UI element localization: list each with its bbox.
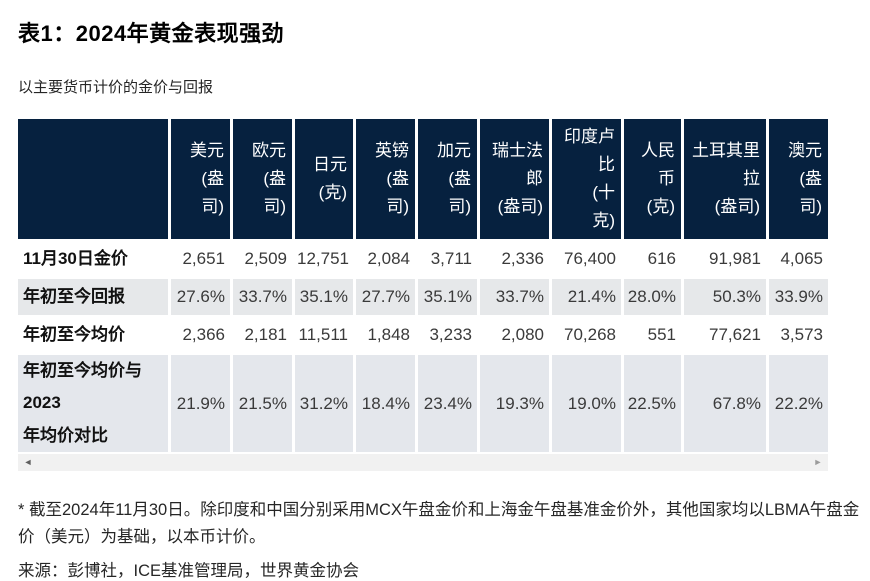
col-header-blank xyxy=(18,119,168,239)
table-row-ytd-return: 年初至今回报 27.6% 33.7% 35.1% 27.7% 35.1% 33.… xyxy=(18,277,828,315)
row-label: 11月30日金价 xyxy=(18,239,168,277)
cell: 77,621 xyxy=(681,315,766,353)
table-row-ytd-avg-vs-2023: 年初至今均价与 2023 年均价对比 21.9% 21.5% 31.2% 18.… xyxy=(18,353,828,452)
table-row-ytd-average: 年初至今均价 2,366 2,181 11,511 1,848 3,233 2,… xyxy=(18,315,828,353)
cell: 551 xyxy=(621,315,681,353)
col-header-jpy: 日元 (克) xyxy=(292,119,353,239)
cell: 1,848 xyxy=(353,315,415,353)
source-line: 来源：彭博社，ICE基准管理局，世界黄金协会 xyxy=(18,562,360,581)
cell: 27.6% xyxy=(168,277,230,315)
cell: 616 xyxy=(621,239,681,277)
cell: 33.7% xyxy=(477,277,549,315)
cell: 67.8% xyxy=(681,353,766,452)
cell: 4,065 xyxy=(766,239,828,277)
cell: 2,181 xyxy=(230,315,292,353)
cell: 27.7% xyxy=(353,277,415,315)
table-subtitle: 以主要货币计价的金价与回报 xyxy=(18,79,214,96)
col-header-eur: 欧元 (盎 司) xyxy=(230,119,292,239)
col-header-gbp: 英镑 (盎 司) xyxy=(353,119,415,239)
cell: 28.0% xyxy=(621,277,681,315)
cell: 2,509 xyxy=(230,239,292,277)
header-row: 美元 (盎 司) 欧元 (盎 司) 日元 (克) 英镑 (盎 司) 加元 (盎 … xyxy=(18,119,828,239)
cell: 50.3% xyxy=(681,277,766,315)
cell: 3,573 xyxy=(766,315,828,353)
row-label: 年初至今均价 xyxy=(18,315,168,353)
scroll-left-arrow-icon[interactable]: ◄ xyxy=(23,457,33,467)
cell: 31.2% xyxy=(292,353,353,452)
cell: 2,651 xyxy=(168,239,230,277)
cell: 19.3% xyxy=(477,353,549,452)
col-header-chf: 瑞士法 郎 (盎司) xyxy=(477,119,549,239)
cell: 2,084 xyxy=(353,239,415,277)
cell: 33.9% xyxy=(766,277,828,315)
col-header-usd: 美元 (盎 司) xyxy=(168,119,230,239)
cell: 22.2% xyxy=(766,353,828,452)
cell: 12,751 xyxy=(292,239,353,277)
cell: 22.5% xyxy=(621,353,681,452)
gold-performance-table: 美元 (盎 司) 欧元 (盎 司) 日元 (克) 英镑 (盎 司) 加元 (盎 … xyxy=(18,119,828,471)
table-row-price-nov30: 11月30日金价 2,651 2,509 12,751 2,084 3,711 … xyxy=(18,239,828,277)
cell: 70,268 xyxy=(549,315,621,353)
cell: 35.1% xyxy=(292,277,353,315)
cell: 76,400 xyxy=(549,239,621,277)
cell: 19.0% xyxy=(549,353,621,452)
col-header-inr: 印度卢 比 (十 克) xyxy=(549,119,621,239)
horizontal-scrollbar[interactable]: ◄ ► xyxy=(18,454,828,471)
scroll-right-arrow-icon[interactable]: ► xyxy=(813,457,823,467)
cell: 2,366 xyxy=(168,315,230,353)
row-label: 年初至今回报 xyxy=(18,277,168,315)
cell: 21.5% xyxy=(230,353,292,452)
cell: 23.4% xyxy=(415,353,477,452)
col-header-aud: 澳元 (盎 司) xyxy=(766,119,828,239)
cell: 21.4% xyxy=(549,277,621,315)
cell: 33.7% xyxy=(230,277,292,315)
cell: 18.4% xyxy=(353,353,415,452)
col-header-cad: 加元 (盎 司) xyxy=(415,119,477,239)
footnote: * 截至2024年11月30日。除印度和中国分别采用MCX午盘金价和上海金午盘基… xyxy=(18,501,860,546)
table-title: 表1：2024年黄金表现强劲 xyxy=(18,21,285,46)
cell: 2,336 xyxy=(477,239,549,277)
data-table: 美元 (盎 司) 欧元 (盎 司) 日元 (克) 英镑 (盎 司) 加元 (盎 … xyxy=(18,119,828,452)
cell: 91,981 xyxy=(681,239,766,277)
row-label: 年初至今均价与 2023 年均价对比 xyxy=(18,353,168,452)
cell: 35.1% xyxy=(415,277,477,315)
cell: 11,511 xyxy=(292,315,353,353)
cell: 3,233 xyxy=(415,315,477,353)
col-header-cny: 人民 币 (克) xyxy=(621,119,681,239)
cell: 3,711 xyxy=(415,239,477,277)
cell: 21.9% xyxy=(168,353,230,452)
col-header-try: 土耳其里 拉 (盎司) xyxy=(681,119,766,239)
cell: 2,080 xyxy=(477,315,549,353)
